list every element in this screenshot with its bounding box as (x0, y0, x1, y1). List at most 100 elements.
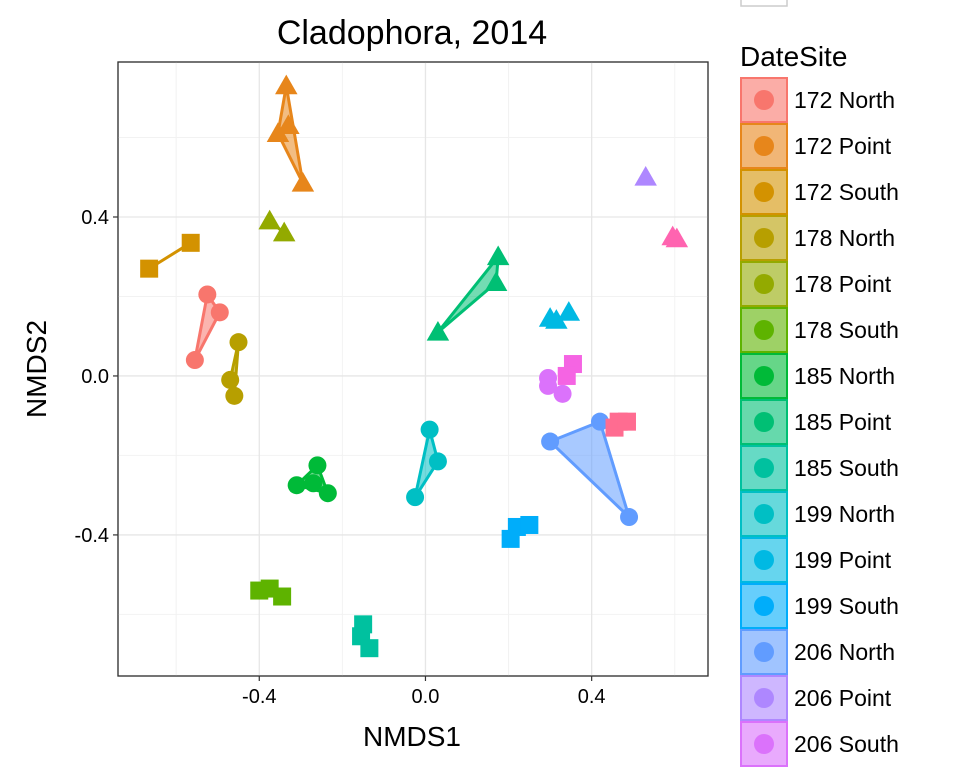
data-point (484, 271, 508, 292)
x-tick-label: -0.4 (242, 686, 276, 708)
data-point (198, 285, 217, 304)
legend-label: 178 North (794, 225, 895, 251)
legend-label: 206 North (794, 639, 895, 665)
legend-key-marker (754, 136, 774, 156)
data-point (266, 122, 290, 142)
legend-item: 185 North (740, 353, 895, 399)
legend-label: 199 South (794, 593, 899, 619)
data-point (287, 476, 306, 495)
legend-key-marker (754, 90, 774, 110)
legend-label: 206 Point (794, 685, 892, 711)
data-point (225, 386, 244, 405)
legend-label: 178 South (794, 317, 899, 343)
data-point (539, 376, 558, 395)
legend-item: 199 Point (740, 537, 892, 583)
data-point (277, 114, 300, 135)
legend-label: 172 South (794, 179, 899, 205)
legend-item: 172 North (740, 77, 895, 123)
legend-key-marker (754, 366, 774, 386)
y-tick-label: -0.4 (75, 525, 109, 547)
legend-item: 178 North (740, 215, 895, 261)
legend-item: 199 South (740, 583, 899, 629)
data-point (258, 209, 281, 230)
data-point (406, 488, 425, 507)
legend-item: 185 South (740, 445, 899, 491)
data-point (634, 165, 657, 186)
legend: DateSite 172 North 172 Point 172 South 178 … (740, 0, 899, 767)
data-point (590, 412, 609, 431)
data-point (304, 474, 323, 493)
data-point (617, 412, 636, 431)
x-tick-label: 0.0 (412, 686, 440, 708)
legend-label: 185 South (794, 455, 899, 481)
legend-key-box (740, 537, 788, 583)
data-point (420, 420, 439, 439)
legend-key-box (740, 123, 788, 169)
legend-key-box (740, 353, 788, 399)
data-point (360, 639, 379, 658)
y-axis-title: NMDS2 (21, 320, 52, 418)
data-point (308, 456, 327, 475)
legend-item: 172 Point (740, 123, 892, 169)
hull-polygon (436, 255, 500, 334)
legend-key-marker (754, 642, 774, 662)
plot-area (117, 61, 709, 677)
data-point (620, 508, 639, 527)
legend-items: 172 North 172 Point 172 South 178 North 178 … (740, 77, 899, 767)
legend-label: 178 Point (794, 271, 892, 297)
plot-border (117, 61, 709, 677)
legend-key-marker (754, 412, 774, 432)
data-point (140, 259, 159, 278)
legend-key-marker (754, 182, 774, 202)
grid-lines (118, 62, 708, 676)
legend-key-marker (754, 228, 774, 248)
data-point (229, 333, 248, 352)
legend-label: 199 North (794, 501, 895, 527)
legend-key-box (740, 169, 788, 215)
y-tick-label: 0.0 (81, 366, 109, 388)
legend-label: 172 North (794, 87, 895, 113)
x-tick-label: 0.4 (578, 686, 606, 708)
chart-title: Cladophora, 2014 (277, 14, 547, 52)
data-point (273, 587, 292, 606)
legend-label: 185 Point (794, 409, 892, 435)
y-axis: -0.4 0.0 0.4 (75, 207, 118, 547)
legend-item: 199 North (740, 491, 895, 537)
legend-key-marker (754, 504, 774, 524)
legend-key-marker (754, 320, 774, 340)
legend-item: 206 South (740, 721, 899, 767)
legend-key-marker (754, 688, 774, 708)
legend-item: 185 Point (740, 399, 892, 445)
legend-item: 206 North (740, 629, 895, 675)
data-point (426, 320, 450, 341)
data-point (185, 351, 204, 370)
data-point (181, 233, 200, 252)
data-point (272, 221, 296, 242)
x-axis-title: NMDS1 (363, 721, 461, 752)
legend-key-marker (754, 550, 774, 570)
data-point (428, 452, 447, 471)
legend-key-marker (754, 274, 774, 294)
hull-polygon (413, 428, 440, 499)
legend-key-marker (754, 596, 774, 616)
data-point (520, 515, 539, 534)
data-point (553, 384, 572, 403)
data-point (557, 366, 576, 385)
hull-polygon (548, 420, 631, 519)
data-point (210, 303, 229, 322)
legend-item: 178 South (740, 307, 899, 353)
plot-background (117, 61, 709, 677)
data-point (665, 227, 689, 248)
legend-item: 178 Point (740, 261, 892, 307)
legend-label: 185 North (794, 363, 895, 389)
data-points (140, 74, 689, 658)
data-point (486, 245, 510, 266)
y-tick-label: 0.4 (81, 207, 109, 229)
legend-title: DateSite (740, 41, 847, 72)
legend-key-marker (754, 458, 774, 478)
x-axis: -0.4 0.0 0.4 (242, 676, 606, 708)
hull-polygon (276, 84, 305, 185)
data-point (545, 309, 568, 329)
data-point (541, 432, 560, 451)
legend-item: 172 South (740, 169, 899, 215)
